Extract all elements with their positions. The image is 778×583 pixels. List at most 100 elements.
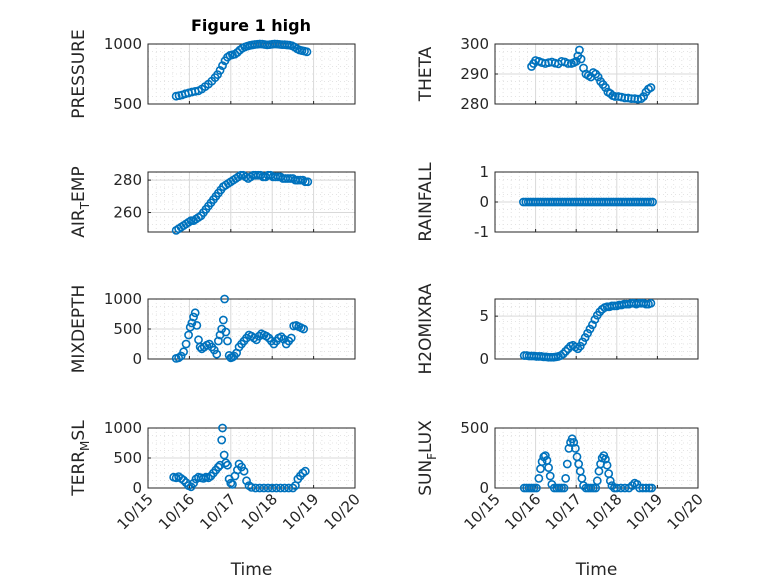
data-point: [605, 476, 615, 486]
data-point: [627, 481, 637, 490]
data-point: [181, 339, 191, 349]
y-tick-label: 1: [479, 163, 489, 181]
series-markers: [171, 294, 309, 363]
data-point: [558, 349, 568, 359]
series-markers: [519, 434, 657, 493]
data-point: [579, 481, 588, 490]
data-point: [226, 478, 236, 488]
data-point: [540, 451, 550, 460]
series-markers: [169, 423, 310, 493]
data-point: [259, 483, 269, 493]
series-markers: [519, 197, 657, 207]
data-point: [213, 462, 223, 472]
y-tick-label: 1000: [104, 419, 142, 437]
data-point: [612, 483, 622, 493]
data-point: [215, 66, 225, 75]
data-point: [187, 318, 197, 328]
data-point: [189, 312, 198, 322]
data-point: [616, 483, 626, 493]
data-point: [220, 294, 229, 304]
data-point: [595, 307, 605, 317]
data-point: [179, 347, 189, 357]
data-point: [223, 460, 232, 470]
data-point: [303, 177, 313, 187]
data-point: [570, 443, 580, 453]
data-point: [580, 333, 590, 342]
data-point: [592, 476, 602, 486]
y-tick-label: 1000: [104, 290, 142, 308]
x-tick-label: 10/16: [501, 490, 544, 533]
y-axis-label: TERRMSL: [69, 420, 92, 497]
y-tick-label: 260: [113, 204, 142, 222]
y-axis-label: PRESSURE: [69, 29, 89, 118]
data-point: [192, 320, 202, 330]
data-point: [218, 423, 227, 433]
data-point: [575, 45, 584, 55]
x-axis-label: Time: [230, 560, 273, 580]
data-point: [263, 483, 273, 493]
x-tick-label: 10/16: [155, 490, 198, 533]
data-point: [213, 336, 223, 346]
data-point: [218, 61, 227, 70]
data-point: [251, 483, 261, 493]
data-point: [276, 483, 285, 493]
data-point: [212, 349, 222, 359]
data-point: [593, 72, 603, 82]
y-tick-label: 5: [479, 307, 489, 325]
subplot-5: 0 500 1000 MIXDEPTH: [69, 285, 356, 374]
data-point: [569, 437, 579, 447]
data-point: [620, 483, 630, 493]
data-point: [299, 324, 309, 334]
data-point: [219, 450, 229, 460]
data-point: [194, 335, 203, 345]
data-point: [217, 435, 227, 445]
y-tick-label: 0: [479, 193, 489, 211]
x-tick-label: 10/18: [582, 490, 625, 533]
y-tick-label: 500: [113, 449, 142, 467]
data-point: [223, 336, 232, 346]
data-point: [561, 346, 571, 356]
data-point: [576, 54, 586, 64]
y-tick-label: 0: [479, 350, 489, 368]
subplot-3: 260 280 AIRTEMP: [69, 166, 356, 238]
data-point: [228, 479, 237, 489]
series-markers: [519, 298, 656, 362]
data-point: [590, 315, 600, 324]
data-point: [267, 483, 277, 493]
series-markers: [171, 39, 312, 101]
data-point: [276, 332, 286, 342]
y-tick-label: 0: [479, 479, 489, 497]
data-point: [648, 197, 657, 207]
data-point: [647, 483, 657, 493]
y-tick-label: 280: [460, 95, 489, 113]
y-axis-label: SUNFLUX: [416, 420, 439, 496]
data-point: [545, 471, 555, 481]
data-point: [302, 47, 312, 57]
y-tick-label: 1000: [104, 35, 142, 53]
data-point: [561, 473, 571, 483]
data-point: [588, 320, 597, 330]
data-point: [594, 466, 604, 476]
data-point: [646, 83, 656, 92]
data-point: [184, 330, 193, 340]
series-markers: [171, 170, 313, 235]
y-axis-label: MIXDEPTH: [69, 285, 89, 374]
data-point: [536, 464, 545, 474]
data-point: [300, 466, 310, 476]
data-point: [559, 483, 569, 493]
subplot-2: 280 290 300 THETA: [416, 35, 699, 113]
data-point: [572, 452, 582, 462]
data-point: [641, 483, 651, 493]
data-point: [575, 341, 585, 351]
x-tick-label: 10/20: [664, 490, 707, 533]
data-point: [601, 83, 610, 92]
x-tick-label: 10/20: [321, 490, 364, 533]
data-point: [601, 454, 610, 464]
data-point: [271, 483, 281, 493]
y-tick-label: 500: [113, 95, 142, 113]
y-tick-label: 500: [113, 320, 142, 338]
y-tick-label: 300: [460, 35, 489, 53]
data-point: [636, 94, 646, 103]
data-point: [532, 483, 541, 493]
